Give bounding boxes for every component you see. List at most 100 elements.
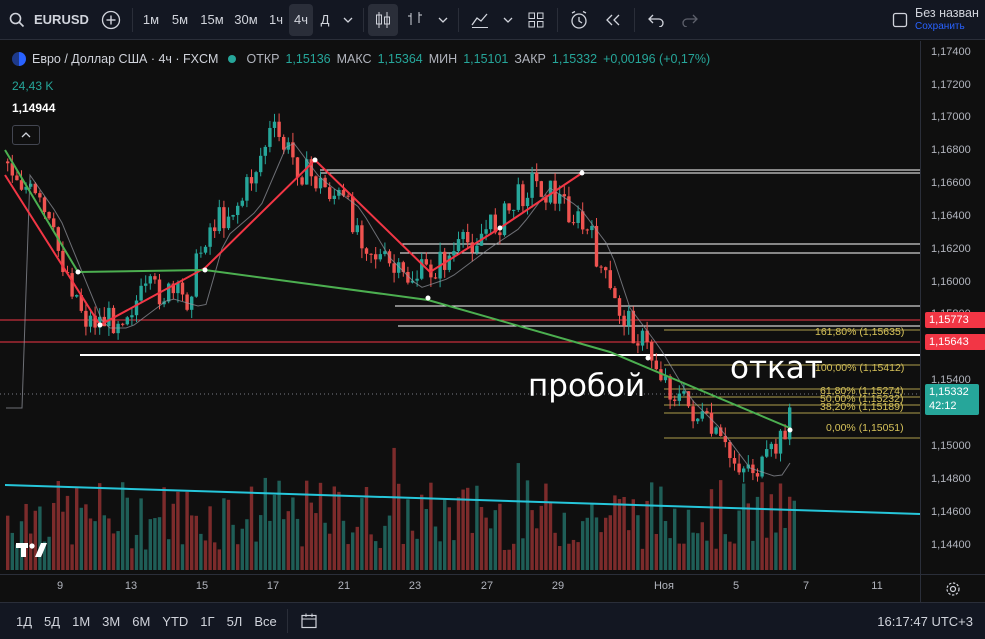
candle-body <box>351 196 355 233</box>
candle-body <box>84 310 88 327</box>
volume-bar <box>203 540 208 570</box>
interval-1h[interactable]: 1ч <box>268 12 283 27</box>
range-6m[interactable]: 6М <box>132 613 151 629</box>
candle-body <box>406 271 410 283</box>
volume-bar <box>433 526 438 570</box>
volume-bar <box>581 521 585 570</box>
chevron-down-icon[interactable] <box>337 4 359 36</box>
volume-bar <box>622 497 626 570</box>
date-range-calendar-icon[interactable] <box>292 605 326 637</box>
volume-bar <box>452 540 456 570</box>
range-1m[interactable]: 1М <box>72 613 91 629</box>
compare-add-icon[interactable] <box>94 4 128 36</box>
clock-timezone[interactable]: 16:17:47 UTC+3 <box>877 613 973 629</box>
range-1d[interactable]: 1Д <box>16 613 33 629</box>
volume-bar <box>295 518 300 570</box>
volume-bar <box>553 532 557 570</box>
range-5y[interactable]: 5Л <box>226 613 243 629</box>
volume-bar <box>723 534 727 570</box>
volume-bar <box>585 517 589 570</box>
volume-bar <box>677 543 681 570</box>
chevron-down-icon[interactable] <box>497 4 519 36</box>
range-1y[interactable]: 1Г <box>200 613 215 629</box>
open-value: 1,15136 <box>285 52 331 66</box>
volume-bar <box>153 518 157 570</box>
cyan-trendline <box>4 484 920 515</box>
low-value: 1,15101 <box>463 52 509 66</box>
candle-body <box>765 449 769 457</box>
interval-5m[interactable]: 5м <box>171 12 189 27</box>
volume-bar <box>456 497 461 570</box>
time-scale[interactable]: 9 13 15 17 21 23 27 29 Ноя 5 7 11 <box>0 574 920 603</box>
price-badge-level-2: 1,15643 <box>925 334 985 350</box>
chevron-down-icon[interactable] <box>432 4 454 36</box>
volume-bar <box>323 522 327 570</box>
layout-name[interactable]: Без назван Сохранить <box>915 7 985 33</box>
zigzag-line <box>4 158 583 327</box>
candle-body <box>337 189 341 196</box>
candles-icon[interactable] <box>368 3 398 36</box>
volume-bar <box>525 480 530 570</box>
candle-body <box>121 323 125 325</box>
candle-body <box>6 161 10 164</box>
templates-grid-icon[interactable] <box>519 4 553 36</box>
time-label: 23 <box>408 580 422 592</box>
volume-bar <box>75 488 79 570</box>
volume-bar <box>42 541 47 570</box>
candle-body <box>774 443 778 454</box>
candle-body <box>185 294 189 310</box>
alert-clock-icon[interactable] <box>562 4 596 36</box>
volume-bar <box>79 507 83 570</box>
range-all[interactable]: Все <box>254 613 277 629</box>
candle-body <box>544 196 548 203</box>
candle-body <box>249 177 254 184</box>
candle-body <box>236 205 240 216</box>
candle-body <box>139 285 143 301</box>
tradingview-logo[interactable] <box>16 541 48 559</box>
candle-body <box>93 315 97 328</box>
anchor-point <box>645 355 651 361</box>
volume-bar <box>645 500 649 570</box>
interval-4h[interactable]: 4ч <box>289 3 313 36</box>
candle-body <box>576 211 580 224</box>
anchor-point <box>787 427 793 433</box>
candle-body <box>213 227 217 232</box>
volume-bar <box>139 498 143 570</box>
chart-settings-gear-icon[interactable] <box>920 574 985 602</box>
candle-body <box>696 418 700 422</box>
candle-body <box>622 315 626 326</box>
interval-1d[interactable]: Д <box>320 12 330 27</box>
redo-icon[interactable] <box>673 4 707 36</box>
candle-body <box>180 282 185 295</box>
candle-body <box>171 283 175 294</box>
volume-bar <box>732 543 737 570</box>
price-chart[interactable] <box>0 41 920 574</box>
collapse-legend-button[interactable] <box>12 125 40 145</box>
range-3m[interactable]: 3М <box>102 613 121 629</box>
top-toolbar: EURUSD 1м 5м 15м 30м 1ч 4ч Д <box>0 0 985 40</box>
volume-bar <box>461 489 465 570</box>
divider <box>286 609 288 633</box>
volume-bar <box>392 447 396 570</box>
interval-30m[interactable]: 30м <box>234 12 258 27</box>
volume-bar <box>314 513 318 570</box>
chart-pane[interactable] <box>0 41 920 574</box>
symbol-title[interactable]: Евро / Доллар США · 4ч · FXCM <box>32 52 219 66</box>
indicators-icon[interactable] <box>463 4 497 36</box>
price-tick: 1,17200 <box>931 79 971 91</box>
price-scale[interactable]: 1,17400 1,17200 1,17000 1,16800 1,16600 … <box>920 41 985 574</box>
bar-chart-type-icon[interactable] <box>398 4 432 36</box>
search-icon[interactable] <box>0 4 34 36</box>
replay-icon[interactable] <box>596 4 630 36</box>
volume-bar <box>6 515 10 570</box>
symbol-name[interactable]: EURUSD <box>34 12 89 27</box>
interval-15m[interactable]: 15м <box>200 12 224 27</box>
volume-bar <box>254 541 258 570</box>
interval-1m[interactable]: 1м <box>142 12 160 27</box>
range-5d[interactable]: 5Д <box>44 613 61 629</box>
bottom-toolbar: 1Д 5Д 1М 3М 6М YTD 1Г 5Л Все 16:17:47 UT… <box>0 602 985 639</box>
layout-square-icon[interactable] <box>885 4 915 36</box>
undo-icon[interactable] <box>639 4 673 36</box>
range-ytd[interactable]: YTD <box>162 613 189 629</box>
price-tick: 1,16000 <box>931 276 971 288</box>
